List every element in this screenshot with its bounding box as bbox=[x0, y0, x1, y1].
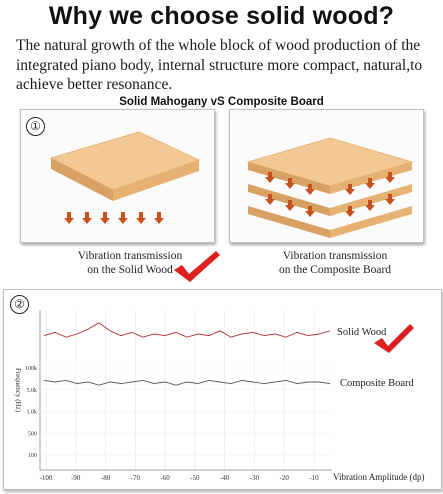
composite-board-panel bbox=[229, 109, 424, 243]
x-axis-label: Vibration Amplitude (dp) bbox=[333, 472, 424, 482]
legend-composite-board: Composite Board bbox=[340, 378, 415, 389]
solid-board-left-side bbox=[51, 158, 113, 201]
composite-caption-line1: Vibration transmission bbox=[282, 250, 388, 262]
composite-board-illustration bbox=[246, 137, 414, 238]
x-tick-label: -70 bbox=[131, 474, 141, 482]
vibration-arrows bbox=[64, 212, 164, 224]
composite-caption-line2: on the Composite Board bbox=[278, 264, 392, 276]
y-tick-label: 100 bbox=[28, 453, 37, 459]
x-tick-label: -10 bbox=[309, 474, 319, 482]
chart-number-2: ② bbox=[10, 295, 29, 314]
y-tick-label: 1.0k bbox=[27, 410, 38, 416]
x-tick-label: -30 bbox=[250, 474, 260, 482]
page-title: Why we choose solid wood? bbox=[48, 2, 395, 30]
legend-solid-wood: Solid Wood bbox=[337, 327, 387, 338]
chart-check-mark-icon bbox=[374, 324, 414, 353]
solid-board-top bbox=[49, 131, 201, 191]
y-tick-label: 500 bbox=[28, 431, 37, 437]
y-tick-label: 100k bbox=[25, 366, 37, 372]
intro-paragraph: The natural growth of the whole block of… bbox=[16, 37, 423, 93]
solid-wood-illustration bbox=[49, 131, 201, 224]
frequency-chart: 100k 5.0k 1.0k 500 100 -100 -90 -80 -70 -60 -50 -4… bbox=[14, 310, 424, 482]
composite-layer-bottom bbox=[248, 206, 330, 238]
x-tick-label: -80 bbox=[101, 474, 111, 482]
y-tick-label: 5.0k bbox=[27, 388, 38, 394]
composite-board-line bbox=[43, 379, 331, 386]
x-tick-label: -90 bbox=[71, 474, 81, 482]
solid-wood-caption-line1: Vibration transmission bbox=[77, 250, 183, 262]
chart-grid bbox=[40, 310, 332, 470]
frequency-chart-panel: ② 100k 5.0k 1.0k 500 100 -100 -90 -80 -70 -60 -50… bbox=[3, 289, 442, 490]
solid-board-right-side bbox=[113, 160, 199, 201]
x-tick-label: -50 bbox=[190, 474, 200, 482]
solid-wood-panel: ① bbox=[20, 109, 215, 243]
x-tick-label: -60 bbox=[160, 474, 170, 482]
check-mark-icon bbox=[174, 251, 220, 282]
x-tick-label: -40 bbox=[220, 474, 230, 482]
composite-vibration-arrows bbox=[265, 172, 395, 217]
solid-wood-caption-line2: on the Solid Wood bbox=[87, 264, 173, 276]
solid-wood-line bbox=[43, 322, 331, 338]
solid-wood-caption: Vibration transmission on the Solid Wood bbox=[55, 249, 205, 277]
x-tick-label: -20 bbox=[280, 474, 290, 482]
y-axis-label: Frequency (Hz) bbox=[14, 368, 22, 413]
x-tick-label: -100 bbox=[40, 474, 53, 482]
comparison-subtitle: Solid Mahogany vS Composite Board bbox=[119, 96, 324, 108]
chart-axes bbox=[39, 310, 332, 471]
composite-board-caption: Vibration transmission on the Composite … bbox=[250, 249, 420, 277]
panel-number-1: ① bbox=[26, 117, 45, 136]
